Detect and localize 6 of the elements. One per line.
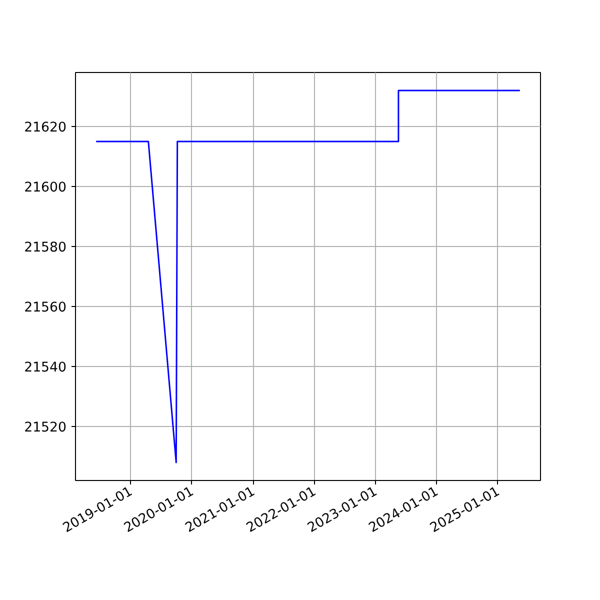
y-tick-label: 21580 — [24, 240, 67, 256]
y-tick-label: 21600 — [24, 180, 67, 196]
y-tick-label: 21520 — [24, 420, 67, 436]
y-tick-label: 21540 — [24, 360, 67, 376]
y-tick-label: 21560 — [24, 300, 67, 316]
y-tick-label: 21620 — [24, 120, 67, 136]
